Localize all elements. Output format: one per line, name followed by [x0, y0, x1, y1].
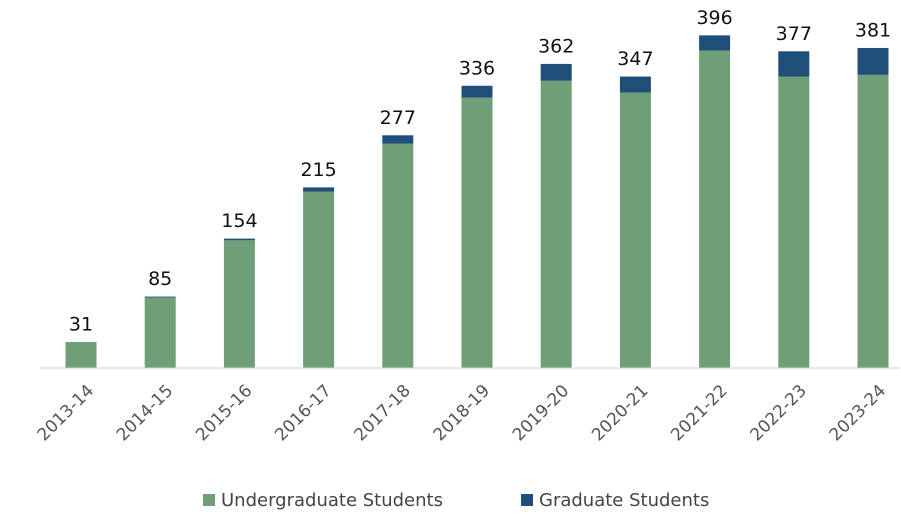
bar-segment	[699, 50, 731, 368]
bar-segment	[382, 143, 414, 368]
x-tick-label: 2020-21	[588, 381, 652, 445]
bar-segment	[619, 92, 651, 368]
bar-segment	[303, 187, 335, 192]
bar-segment	[699, 35, 731, 51]
total-label: 336	[459, 57, 495, 79]
bar-segment	[619, 76, 651, 93]
legend-label: Undergraduate Students	[221, 490, 443, 511]
total-label: 377	[776, 23, 812, 45]
bar-segment	[144, 296, 176, 298]
total-label: 347	[617, 48, 653, 70]
total-label: 215	[300, 159, 336, 181]
bar-segment	[65, 341, 97, 368]
x-tick-label: 2014-15	[113, 381, 177, 445]
x-tick-label: 2019-20	[509, 381, 573, 445]
total-label: 381	[855, 19, 891, 41]
total-label: 154	[221, 210, 257, 232]
x-tick-label: 2021-22	[667, 381, 731, 445]
bar-segment	[540, 63, 572, 81]
bar-segment	[857, 74, 889, 368]
total-label: 362	[538, 35, 574, 57]
bar-segment	[778, 76, 810, 369]
bar-segment	[382, 135, 414, 144]
x-tick-label: 2022-23	[747, 381, 811, 445]
bar-segment	[778, 51, 810, 77]
bar-segment	[857, 47, 889, 75]
total-label: 85	[148, 268, 172, 290]
legend-swatch	[521, 494, 533, 506]
bar-segment	[223, 240, 255, 368]
bar-segment	[461, 97, 493, 369]
total-label: 396	[696, 7, 732, 29]
x-tick-label: 2013-14	[34, 381, 98, 445]
bar-segment	[461, 85, 493, 98]
total-label: 31	[69, 313, 93, 335]
legend-label: Graduate Students	[539, 490, 709, 511]
x-tick-label: 2016-17	[271, 381, 335, 445]
bar-segment	[223, 238, 255, 241]
bar-segment	[303, 191, 335, 368]
x-tick-label: 2015-16	[192, 381, 256, 445]
legend-swatch	[203, 494, 215, 506]
total-label: 277	[380, 107, 416, 129]
x-tick-label: 2023-24	[826, 381, 890, 445]
bar-segment	[540, 80, 572, 368]
x-tick-label: 2017-18	[351, 381, 415, 445]
bar-segment	[144, 297, 176, 368]
x-tick-label: 2018-19	[430, 381, 494, 445]
